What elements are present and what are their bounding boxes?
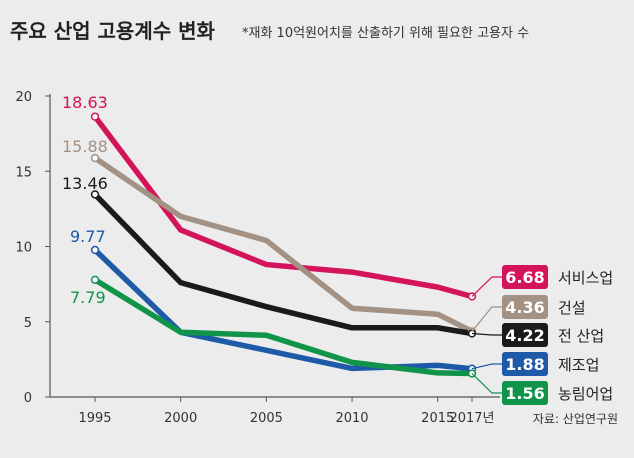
chart-subtitle: *재화 10억원어치를 산출하기 위해 필요한 고용자 수 <box>242 26 529 41</box>
leader-line-서비스업 <box>471 276 502 297</box>
y-tick-label: 10 <box>15 241 32 256</box>
leader-line-건설 <box>471 306 502 332</box>
end-value-label-전-산업: 4.22 <box>505 326 544 345</box>
end-value-box-서비스업 <box>502 265 548 289</box>
chart-title: 주요 산업 고용계수 변화 <box>10 19 215 43</box>
series-name-label-농림어업: 농림어업 <box>558 385 613 403</box>
data-point-전-산업 <box>90 190 100 199</box>
series-line-건설 <box>92 155 475 335</box>
y-tick-label: 5 <box>24 316 32 331</box>
y-tick-label: 20 <box>15 90 32 105</box>
end-value-box-건설 <box>502 295 548 319</box>
x-tick-label: 2017년 <box>449 411 494 426</box>
end-value-label-건설: 4.36 <box>505 298 544 317</box>
series-line-전-산업 <box>92 191 475 337</box>
end-value-box-농림어업 <box>502 381 548 405</box>
leader-line-전-산업 <box>471 332 502 336</box>
start-value-label-서비스업: 18.63 <box>62 93 108 112</box>
series-line-농림어업 <box>92 277 475 377</box>
x-tick-label: 2010 <box>335 411 368 426</box>
data-point-제조업 <box>90 245 100 255</box>
start-value-label-제조업: 9.77 <box>70 227 106 246</box>
source-note: 자료: 산업연구원 <box>533 412 618 426</box>
start-value-label-농림어업: 7.79 <box>70 288 106 307</box>
end-value-label-서비스업: 6.68 <box>505 268 544 287</box>
y-tick-label: 0 <box>24 391 32 406</box>
series-name-label-서비스업: 서비스업 <box>558 269 613 287</box>
end-value-label-제조업: 1.88 <box>505 355 544 374</box>
end-value-label-농림어업: 1.56 <box>505 384 544 403</box>
series-name-label-전-산업: 전 산업 <box>558 327 604 345</box>
end-value-box-전-산업 <box>502 323 548 347</box>
series-line-서비스업 <box>92 113 475 300</box>
series-name-label-제조업: 제조업 <box>558 356 599 374</box>
y-tick-label: 15 <box>15 165 32 180</box>
series-name-label-건설: 건설 <box>558 299 586 317</box>
x-tick-label: 2015 <box>421 411 454 426</box>
leader-line-제조업 <box>471 363 502 370</box>
leader-line-농림어업 <box>471 373 502 394</box>
start-value-label-전-산업: 13.46 <box>62 174 108 193</box>
x-tick-label: 2005 <box>250 411 283 426</box>
data-point-건설 <box>90 153 100 163</box>
series-line-제조업 <box>92 247 475 372</box>
x-tick-label: 2000 <box>164 411 197 426</box>
start-value-label-건설: 15.88 <box>62 137 108 156</box>
x-tick-label: 1995 <box>78 411 111 426</box>
end-value-box-제조업 <box>502 352 548 376</box>
data-point-서비스업 <box>90 112 100 121</box>
data-point-농림어업 <box>90 275 100 284</box>
